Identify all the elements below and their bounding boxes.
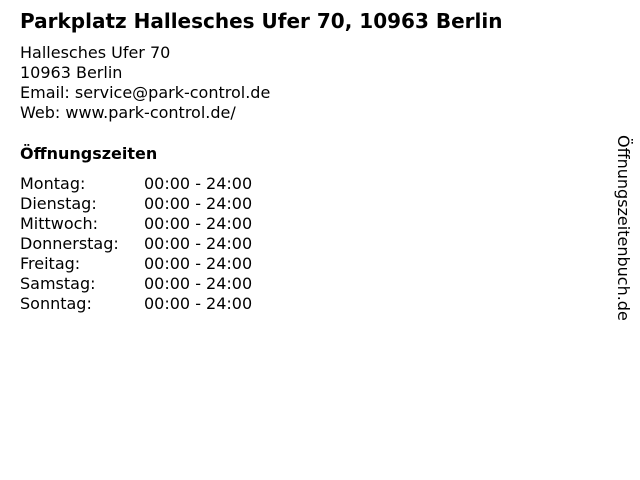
time-value: 00:00 - 24:00 (144, 294, 253, 313)
day-label: Freitag: (20, 254, 81, 273)
address-web: Web: www.park-control.de/ (20, 103, 236, 122)
address-city: 10963 Berlin (20, 63, 123, 82)
address-block: Hallesches Ufer 70 10963 Berlin Email: s… (20, 43, 270, 123)
day-label: Sonntag: (20, 294, 92, 313)
time-value: 00:00 - 24:00 (144, 274, 253, 293)
page-title: Parkplatz Hallesches Ufer 70, 10963 Berl… (20, 9, 503, 33)
time-value: 00:00 - 24:00 (144, 194, 253, 213)
address-email: Email: service@park-control.de (20, 83, 271, 102)
time-value: 00:00 - 24:00 (144, 234, 253, 253)
hours-heading: Öffnungszeiten (20, 144, 158, 163)
time-value: 00:00 - 24:00 (144, 254, 253, 273)
day-label: Donnerstag: (20, 234, 119, 253)
time-value: 00:00 - 24:00 (144, 214, 253, 233)
time-value: 00:00 - 24:00 (144, 174, 253, 193)
day-label: Dienstag: (20, 194, 97, 213)
day-label: Montag: (20, 174, 86, 193)
address-street: Hallesches Ufer 70 (20, 43, 171, 62)
site-watermark: Öffnungszeitenbuch.de (614, 135, 633, 321)
day-label: Mittwoch: (20, 214, 98, 233)
day-label: Samstag: (20, 274, 96, 293)
